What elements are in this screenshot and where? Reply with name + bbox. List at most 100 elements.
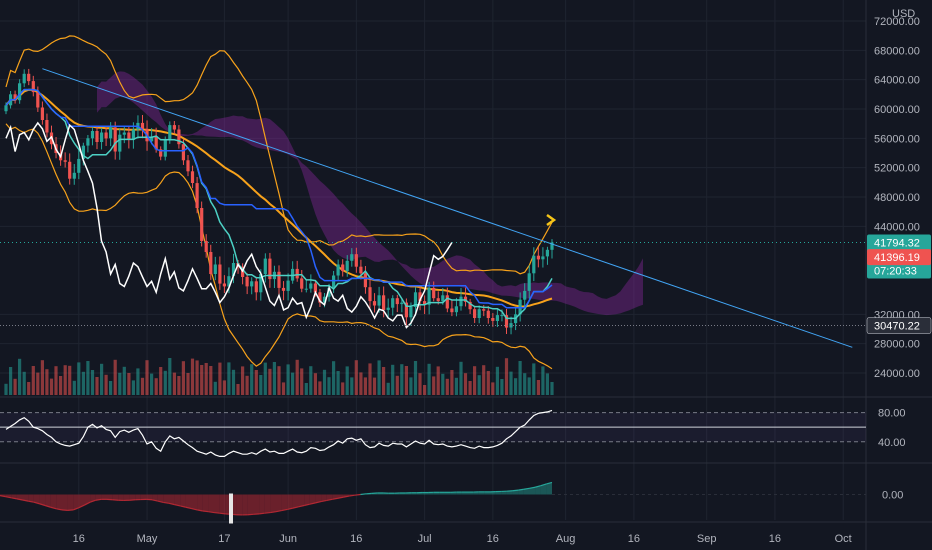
volume-bar — [118, 372, 122, 395]
candle-body — [363, 273, 367, 288]
price-tick-label: 64000.00 — [874, 75, 920, 87]
volume-bar — [63, 365, 67, 395]
candle-body — [486, 310, 490, 318]
candle-body — [491, 318, 495, 321]
momentum-segment — [101, 494, 107, 500]
momentum-line — [78, 504, 85, 509]
price-axis[interactable]: 72000.00 68000.00 64000.00 60000.00 56000.00… — [874, 16, 920, 502]
momentum-segment — [174, 494, 181, 506]
volume-bar — [463, 373, 468, 395]
candle-body — [250, 281, 254, 287]
volume-bar — [477, 375, 481, 395]
candle-body — [300, 278, 304, 289]
momentum-line — [512, 489, 519, 492]
candle-body — [177, 129, 181, 145]
low-price-tag-text: 30470.22 — [874, 321, 920, 333]
volume-bar — [168, 358, 172, 395]
cloud-area — [97, 71, 643, 316]
volume-bar — [281, 382, 286, 395]
candle-body — [172, 125, 176, 130]
candle-body — [413, 292, 418, 307]
volume-bar — [304, 383, 308, 395]
price-tick-label: 68000.00 — [874, 45, 920, 57]
momentum-line — [360, 493, 367, 496]
candle-body — [4, 105, 8, 112]
volume-bar — [140, 377, 145, 395]
momentum-segment — [62, 494, 68, 511]
momentum-segment — [50, 494, 57, 509]
momentum-segment — [197, 494, 203, 511]
volume-bar — [486, 371, 490, 395]
candle-body — [181, 144, 185, 161]
momentum-segment — [276, 494, 282, 512]
momentum-line — [16, 498, 23, 501]
volume-bar — [386, 382, 390, 395]
momentum-segment — [236, 494, 243, 515]
volume-bar — [127, 373, 131, 395]
candle-body — [354, 254, 358, 267]
volume-bar — [177, 376, 181, 395]
candle-body — [309, 283, 313, 289]
volume-bar — [473, 366, 477, 395]
momentum-segment — [309, 494, 316, 505]
momentum-segment — [33, 494, 40, 504]
momentum-segment — [247, 494, 254, 515]
candle-body — [63, 160, 67, 162]
candle-body — [186, 160, 190, 172]
candle-body — [350, 254, 354, 261]
candle-body — [200, 208, 204, 241]
momentum-segment — [484, 491, 490, 495]
candle-body — [477, 309, 481, 318]
volume-bar — [377, 360, 381, 395]
price-tick-label: 24000.00 — [874, 368, 920, 380]
candle-body — [532, 255, 536, 274]
volume-bar — [104, 374, 108, 395]
volume-bar — [263, 362, 267, 395]
volume-bar — [18, 358, 22, 395]
candle-body — [100, 132, 104, 142]
candle-body — [86, 138, 90, 146]
momentum-segment — [461, 492, 468, 495]
candle-body — [345, 260, 349, 272]
volume-bar — [450, 370, 454, 395]
time-tick-label: Aug — [556, 533, 576, 545]
currency-label[interactable]: USD — [892, 8, 915, 20]
momentum-line — [5, 496, 12, 499]
time-axis[interactable]: 16 May 17 Jun 16 Jul 16 Aug 16 Sep 16 Oct — [73, 533, 852, 545]
momentum-pane — [0, 481, 866, 524]
volume-bar — [514, 378, 518, 395]
volume-bar — [382, 367, 386, 395]
momentum-segment — [45, 494, 51, 508]
momentum-line — [529, 486, 536, 489]
candle-body — [254, 281, 258, 293]
momentum-segment — [208, 494, 214, 513]
volume-bars — [4, 358, 554, 395]
momentum-line — [546, 481, 553, 485]
momentum-segment — [123, 494, 130, 501]
candle-body — [222, 283, 226, 287]
momentum-segment — [281, 494, 288, 511]
volume-bar — [459, 361, 463, 395]
momentum-segment — [512, 490, 519, 495]
volume-bar — [518, 361, 522, 395]
candle-body — [377, 295, 381, 306]
volume-bar — [286, 364, 290, 395]
momentum-segment — [112, 494, 119, 501]
volume-bar — [159, 367, 163, 395]
momentum-segment — [78, 494, 85, 508]
trendline[interactable] — [42, 68, 853, 348]
candle-body — [268, 258, 272, 280]
rsi-line — [5, 409, 553, 457]
momentum-line — [534, 485, 541, 488]
time-tick-label: 16 — [628, 533, 640, 545]
candle-body — [536, 255, 540, 260]
volume-bar — [336, 371, 340, 395]
candle-body — [404, 302, 408, 318]
momentum-line — [151, 499, 158, 502]
volume-bar — [318, 381, 322, 395]
momentum-segment — [169, 494, 175, 505]
momentum-segment — [253, 494, 260, 515]
trendline-segment — [42, 68, 853, 348]
volume-bar — [468, 381, 472, 395]
